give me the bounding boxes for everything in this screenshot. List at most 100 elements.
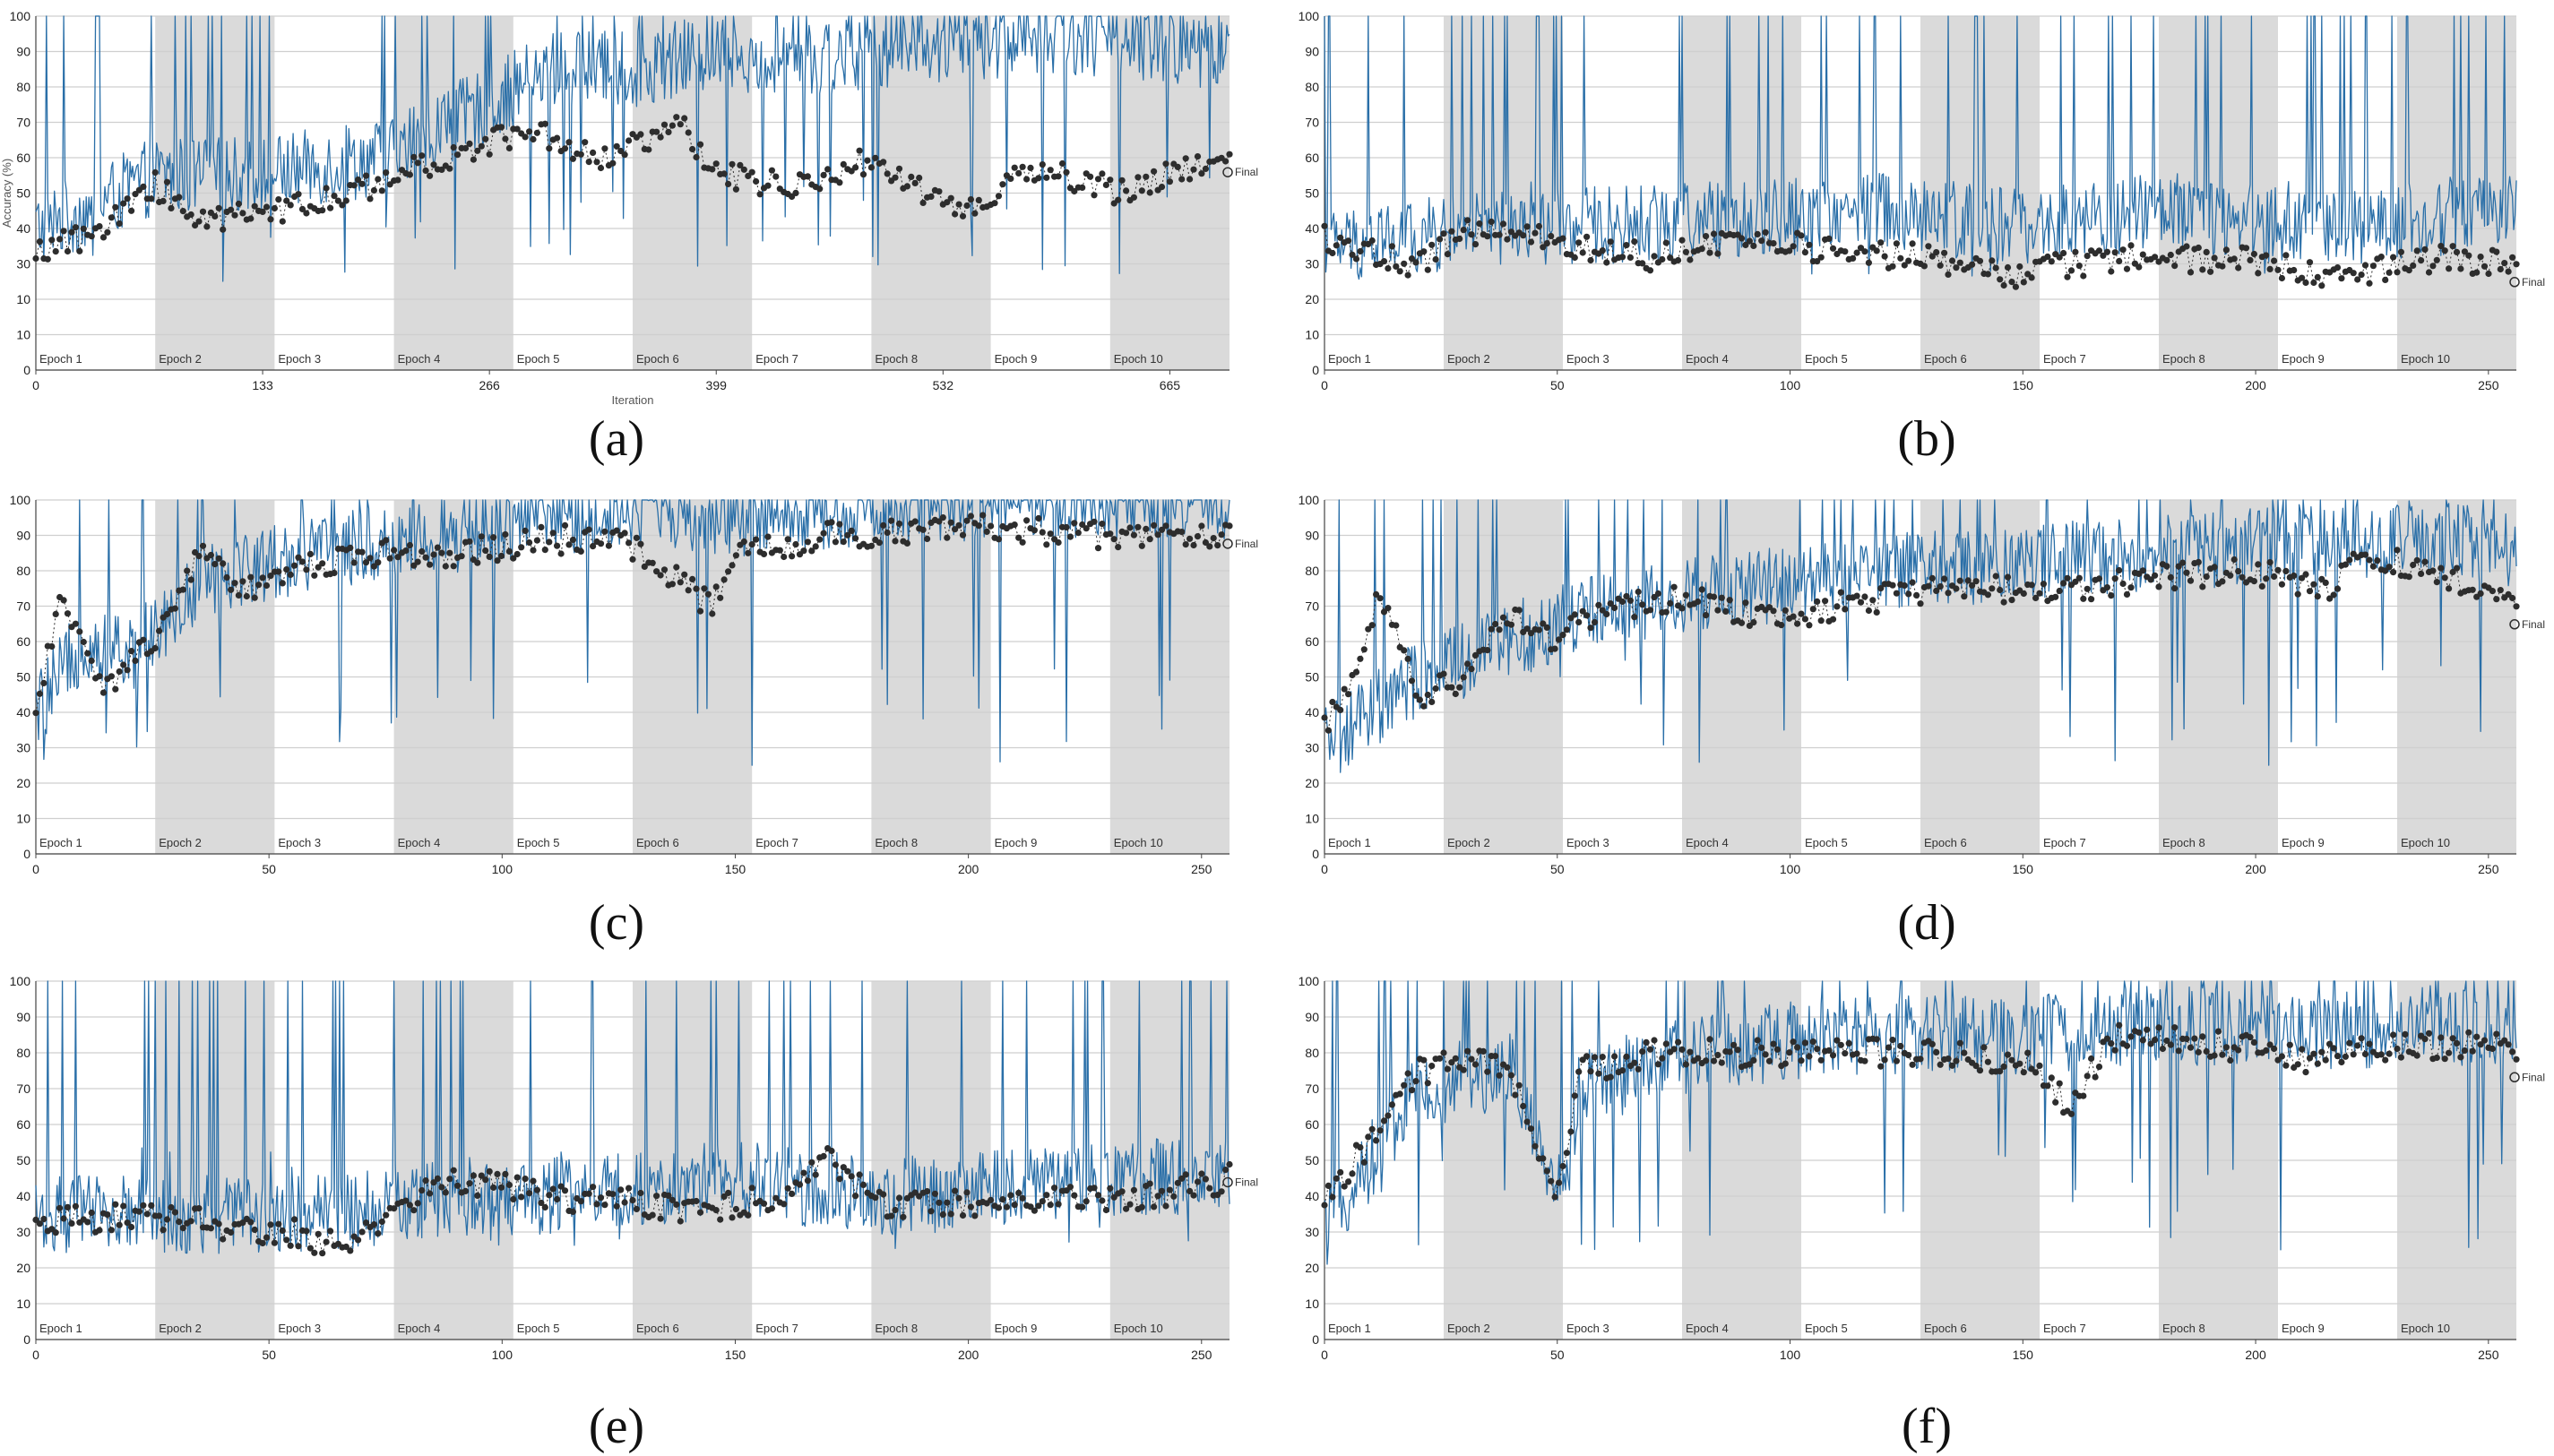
data-point [370,1221,377,1228]
data-point [505,144,513,151]
data-point [2489,588,2496,595]
data-point [2203,1047,2210,1055]
data-point [2155,1024,2162,1031]
data-point [1540,620,1547,627]
data-point [2291,266,2298,274]
data-point [1401,260,1408,267]
data-point [1540,1155,1547,1162]
data-point [649,1211,656,1219]
data-point [1790,243,1797,250]
data-point [732,185,740,193]
data-point [2258,582,2265,590]
data-point [673,1201,680,1208]
data-point [1186,535,1194,542]
data-point [601,528,608,535]
data-point [267,573,274,580]
data-point [1905,590,1912,598]
data-point [1352,668,1360,676]
data-point [1019,538,1026,546]
data-point [442,563,449,570]
data-point [486,151,493,158]
data-point [836,179,843,186]
data-point [446,549,453,556]
data-point [924,535,931,543]
final-label: Final [2522,1071,2545,1083]
data-point [2064,273,2071,280]
data-point [1158,1187,1166,1194]
data-point [1448,684,1455,691]
y-tick-label: 90 [16,529,30,543]
data-point [931,1190,938,1197]
data-point [792,189,799,196]
data-point [1889,582,1896,589]
epoch-label: Epoch 9 [995,1322,1038,1335]
data-point [1682,248,1689,255]
x-tick-label: 200 [958,1348,979,1362]
data-point [947,194,954,202]
data-point [1035,514,1042,522]
data-point [685,129,692,136]
data-point [1376,595,1384,602]
data-point [2366,280,2373,287]
data-point [2219,578,2226,585]
data-point [2032,1069,2040,1076]
data-point [220,560,227,567]
data-point [2167,251,2174,259]
data-point [1956,577,1963,584]
data-point [971,210,979,217]
data-point [1357,655,1364,662]
data-point [526,128,533,135]
data-point [1746,1061,1753,1068]
data-point [2314,593,2321,600]
data-point [339,202,346,209]
data-point [32,254,39,263]
data-point [1388,243,1395,250]
data-point [2346,556,2353,564]
data-point [1639,1048,1646,1055]
data-point [1035,1202,1042,1210]
data-point [554,1195,561,1203]
data-point [820,1152,827,1159]
data-point [979,512,987,519]
data-point [2088,596,2095,603]
data-point [2342,1053,2349,1060]
data-point [2036,590,2043,597]
data-point [1527,238,1535,246]
data-point [1444,251,1451,258]
data-point [967,1203,974,1210]
x-tick-label: 50 [1550,1348,1565,1362]
data-point [812,543,819,550]
data-point [383,169,390,177]
data-point [1798,610,1805,617]
data-point [2048,1074,2055,1081]
data-point [1750,619,1757,626]
data-point [1703,612,1710,619]
data-point [1806,1053,1813,1060]
data-point [1007,175,1014,182]
data-point [2084,1073,2091,1080]
data-point [207,1225,214,1232]
data-point [2211,564,2218,571]
data-point [1424,266,1431,273]
data-point [1790,1038,1797,1046]
y-tick-label: 80 [1305,1046,1319,1060]
data-point [1321,714,1328,721]
final-label: Final [1235,538,1258,550]
data-point [1646,267,1654,274]
data-point [1055,1201,1062,1208]
x-tick-label: 250 [2478,1348,2499,1362]
data-point [685,587,692,594]
x-tick-label: 665 [1160,378,1181,392]
data-point [1603,259,1610,266]
data-point [605,542,613,549]
data-point [2064,574,2071,582]
data-point [120,1202,127,1210]
data-point [2441,1055,2448,1063]
data-point [391,547,398,554]
data-point [2032,594,2040,602]
data-point [1937,262,1944,269]
data-point [367,555,374,562]
data-point [2255,561,2262,568]
data-point [60,597,67,604]
